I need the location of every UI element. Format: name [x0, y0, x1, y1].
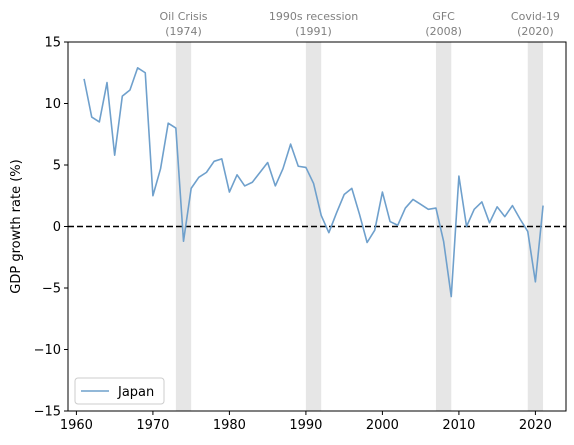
y-tick-label: 0	[53, 220, 61, 235]
x-tick-label: 1960	[60, 418, 93, 433]
recession-year-label-3: (2020)	[517, 25, 554, 38]
y-tick-label: −15	[34, 405, 61, 420]
y-axis-label: GDP growth rate (%)	[9, 159, 24, 293]
x-tick-label: 2020	[519, 418, 552, 433]
y-tick-label: 5	[53, 159, 61, 174]
x-tick-label: 2010	[442, 418, 475, 433]
y-tick-label: 15	[44, 36, 61, 51]
recession-label-3: Covid-19	[511, 10, 560, 23]
x-tick-label: 2000	[366, 418, 399, 433]
series-line-japan	[83, 67, 544, 298]
recession-label-1: 1990s recession	[269, 10, 358, 23]
recession-band-0	[175, 42, 192, 411]
x-tick-label: 1980	[213, 418, 246, 433]
recession-band-2	[435, 42, 452, 411]
y-tick-label: 10	[44, 97, 61, 112]
recession-year-label-0: (1974)	[165, 25, 202, 38]
recession-bands	[175, 42, 544, 411]
y-axis: −15 −10 −5 0 5 10 15	[34, 36, 68, 420]
y-tick-label: −5	[42, 282, 61, 297]
recession-labels: Oil Crisis (1974) 1990s recession (1991) GFC…	[159, 10, 559, 38]
y-tick-label: −10	[34, 343, 61, 358]
x-tick-label: 1990	[289, 418, 322, 433]
legend-box	[74, 377, 165, 405]
recession-year-label-2: (2008)	[425, 25, 462, 38]
recession-label-0: Oil Crisis	[159, 10, 207, 23]
x-axis: 1960 1970 1980 1990 2000 2010 2020	[60, 411, 552, 433]
legend-label-japan: Japan	[117, 385, 154, 400]
legend: Japan	[74, 377, 165, 405]
x-tick-label: 1970	[136, 418, 169, 433]
recession-year-label-1: (1991)	[295, 25, 332, 38]
recession-band-3	[527, 42, 544, 411]
recession-label-2: GFC	[432, 10, 455, 23]
